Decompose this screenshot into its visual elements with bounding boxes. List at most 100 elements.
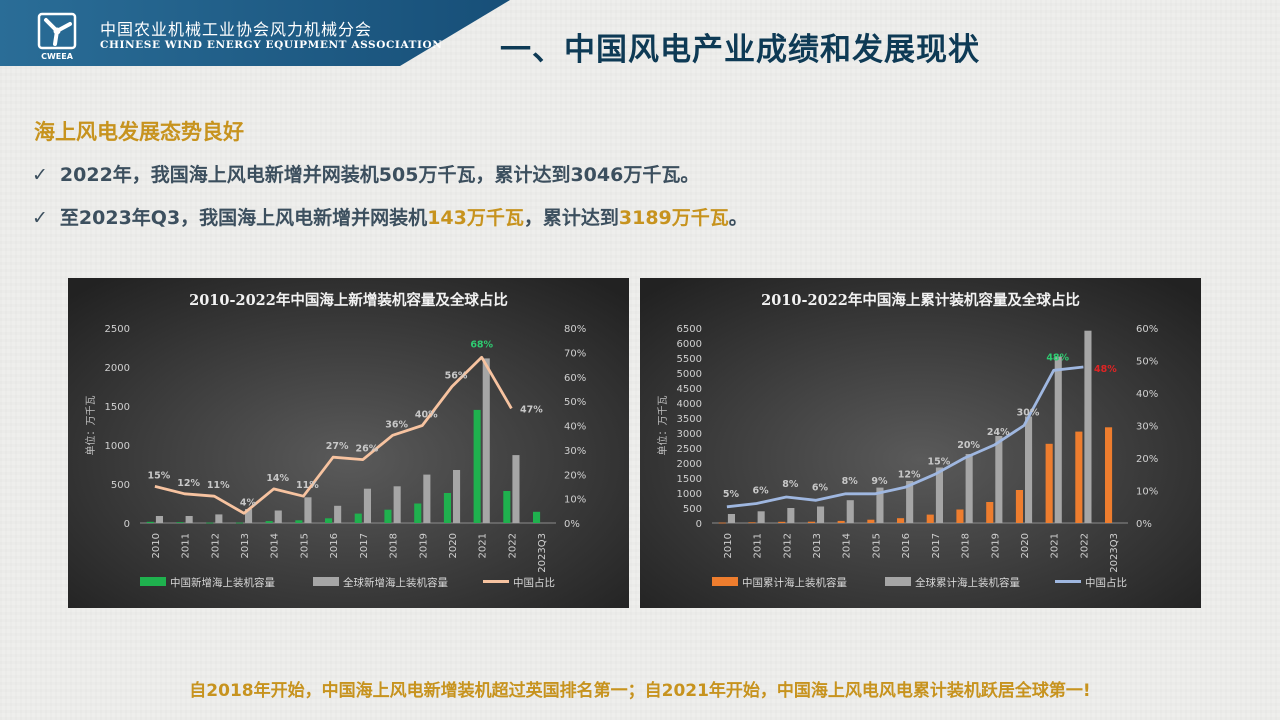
chart-1-share-label: 9% <box>871 476 888 487</box>
chart-1-bar-global <box>1054 356 1062 523</box>
chart-0-share-label: 11% <box>207 480 230 491</box>
chart-1-x-tick-label: 2016 <box>901 533 912 558</box>
chart-0-share-label: 15% <box>148 470 171 481</box>
chart-1-bar-global <box>906 481 914 523</box>
chart-0-background <box>68 278 629 608</box>
bullet-1-text: 2022年，我国海上风电新增并网装机505万千瓦，累计达到3046万千瓦。 <box>59 164 700 186</box>
chart-0-bar-global <box>453 470 461 523</box>
chart-1-x-tick-label: 2012 <box>782 533 793 558</box>
bullet-2-text-c: 。 <box>728 207 748 229</box>
chart-1-x-tick-label: 2022 <box>1079 533 1090 558</box>
chart-0-x-tick-label: 2022 <box>507 533 518 558</box>
page-title: 一、中国风电产业成绩和发展现状 <box>500 32 980 68</box>
chart-1-y-tick-label: 6500 <box>677 324 702 335</box>
chart-0-y2-tick-label: 70% <box>564 348 586 359</box>
chart-1-y-tick-label: 2500 <box>677 444 702 455</box>
chart-1-y-axis-label: 单位：万千瓦 <box>656 396 669 456</box>
chart-1-legend-label: 中国占比 <box>1085 576 1127 589</box>
chart-0-x-tick-label: 2023Q3 <box>537 533 548 573</box>
chart-1-x-tick-label: 2010 <box>723 533 734 558</box>
chart-1-share-label: 48% <box>1046 352 1069 363</box>
chart-1-bar-global <box>935 467 943 523</box>
section-heading: 海上风电发展态势良好 <box>34 120 244 144</box>
chart-0-bar-global <box>363 488 371 523</box>
chart-1-bar-china <box>718 522 726 524</box>
chart-0-legend-label: 中国新增海上装机容量 <box>170 576 275 589</box>
chart-1-legend-swatch <box>712 577 738 586</box>
chart-0-bar-china <box>176 522 184 523</box>
chart-1-bar-china <box>807 521 815 523</box>
chart-0-bar-china <box>295 520 303 523</box>
chart-0-bar-china <box>206 522 214 524</box>
chart-0-x-tick-label: 2014 <box>270 533 281 558</box>
chart-0-y2-tick-label: 80% <box>564 324 586 335</box>
chart-1-x-tick-label: 2017 <box>931 533 942 558</box>
chart-0-share-label: 27% <box>326 441 349 452</box>
bullet-1: ✓ 2022年，我国海上风电新增并网装机505万千瓦，累计达到3046万千瓦。 <box>32 160 699 187</box>
chart-1-bar-global <box>876 487 884 523</box>
chart-1-y2-tick-label: 30% <box>1136 422 1158 433</box>
chart-1-y2-tick-label: 20% <box>1136 454 1158 465</box>
chart-1-bar-global <box>1025 416 1033 523</box>
chart-0-x-tick-label: 2012 <box>210 533 221 558</box>
bullet-2-text-a: 至2023年Q3，我国海上风电新增并网装机 <box>59 207 428 229</box>
chart-0-bar-china <box>473 409 481 523</box>
chart-1-bar-china <box>897 518 905 523</box>
org-name-cn: 中国农业机械工业协会风力机械分会 <box>100 20 373 39</box>
chart-1-bar-china <box>1015 490 1023 523</box>
chart-0-share-line <box>154 355 513 515</box>
chart-1-bar-global <box>757 511 765 523</box>
chart-0-bar-china <box>384 509 392 523</box>
chart-1-x-tick-label: 2018 <box>961 533 972 558</box>
chart-0-bar-global <box>155 516 163 523</box>
chart-1-share-label: 20% <box>957 440 980 451</box>
chart-0-y2-tick-label: 10% <box>564 495 586 506</box>
chart-0-bar-china <box>354 513 362 523</box>
chart-1-bar-global <box>965 454 973 523</box>
chart-0-title: 2010-2022年中国海上新增装机容量及全球占比 <box>189 291 508 309</box>
chart-1-bar-china <box>986 502 994 523</box>
chart-0-x-tick-label: 2011 <box>181 533 192 558</box>
chart-1-x-tick-label: 2023Q3 <box>1109 533 1120 573</box>
chart-1-share-label: 6% <box>753 486 770 497</box>
chart-0-y-tick-label: 1500 <box>105 402 130 413</box>
chart-1-share-label: 24% <box>987 427 1010 438</box>
chart-0-y2-tick-label: 20% <box>564 470 586 481</box>
chart-0-share-label: 12% <box>177 478 200 489</box>
chart-1-share-label: 48% <box>1094 364 1117 375</box>
chart-1-y-tick-label: 500 <box>683 504 702 515</box>
chart-1-title: 2010-2022年中国海上累计装机容量及全球占比 <box>761 291 1080 309</box>
check-icon: ✓ <box>32 207 48 229</box>
chart-1-bar-global <box>995 436 1003 523</box>
chart-1-y2-tick-label: 40% <box>1136 389 1158 400</box>
chart-0-bar-global <box>245 509 253 523</box>
chart-0-share-label: 40% <box>415 410 438 421</box>
chart-1-y-tick-label: 0 <box>696 519 702 530</box>
chart-1-share-line <box>726 365 1084 509</box>
chart-1-share-label: 12% <box>898 469 921 480</box>
chart-0-share-label: 68% <box>470 339 493 350</box>
chart-0-legend-swatch <box>140 577 166 586</box>
chart-1-y-tick-label: 1000 <box>677 489 702 500</box>
chart-1-x-tick-label: 2011 <box>753 533 764 558</box>
chart-1-bar-china <box>1075 431 1083 523</box>
chart-0-bar-global <box>393 486 401 523</box>
chart-1-bar-china <box>926 514 934 523</box>
svg-text:CWEEA: CWEEA <box>41 52 74 61</box>
chart-1-y-tick-label: 4500 <box>677 384 702 395</box>
chart-1-bar-global <box>1084 330 1092 523</box>
chart-0-share-label: 4% <box>240 497 257 508</box>
chart-0-bar-china <box>533 511 541 523</box>
chart-1-bar-china <box>1105 427 1113 523</box>
chart-0-y-tick-label: 1000 <box>105 441 130 452</box>
chart-1-y-tick-label: 1500 <box>677 474 702 485</box>
header-banner <box>0 0 510 66</box>
chart-0-bar-china <box>235 522 243 524</box>
cweea-logo: CWEEA <box>37 12 77 61</box>
chart-0-bar-global <box>482 358 490 523</box>
chart-1-bar-china <box>837 520 845 523</box>
chart-1-share-label: 15% <box>928 456 951 467</box>
chart-1-legend-swatch <box>885 577 911 586</box>
